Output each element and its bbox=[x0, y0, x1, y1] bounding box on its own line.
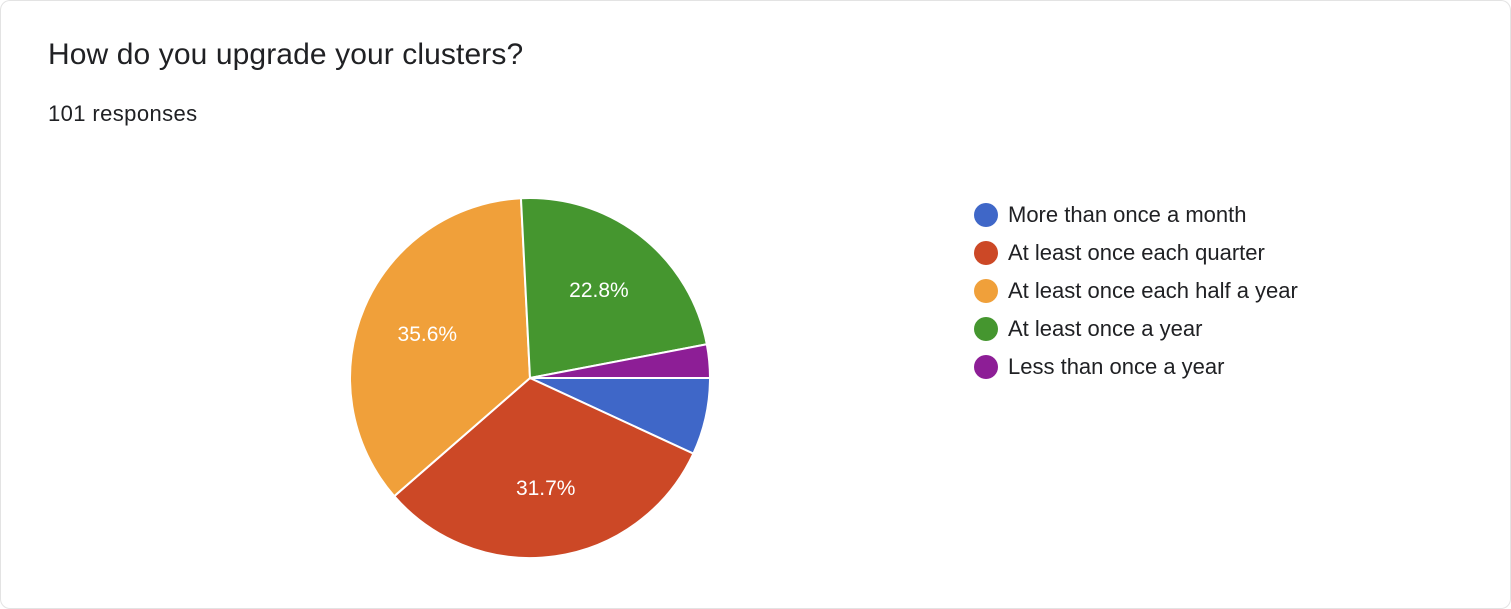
legend-swatch-icon bbox=[974, 317, 998, 341]
legend-label: More than once a month bbox=[1008, 202, 1247, 227]
chart-legend: More than once a month At least once each… bbox=[974, 196, 1298, 386]
legend-swatch-icon bbox=[974, 241, 998, 265]
legend-label: At least once each quarter bbox=[1008, 240, 1265, 265]
pie-chart: 31.7% 35.6% 22.8% bbox=[349, 197, 712, 559]
legend-item-2[interactable]: At least once each quarter bbox=[974, 234, 1298, 272]
legend-label: At least once each half a year bbox=[1008, 278, 1298, 303]
pie-data-label-2: 31.7% bbox=[516, 477, 576, 500]
legend-swatch-icon bbox=[974, 279, 998, 303]
pie-data-label-3: 35.6% bbox=[398, 323, 458, 346]
legend-item-3[interactable]: At least once each half a year bbox=[974, 272, 1298, 310]
legend-swatch-icon bbox=[974, 203, 998, 227]
legend-item-1[interactable]: More than once a month bbox=[974, 196, 1298, 234]
question-title: How do you upgrade your clusters? bbox=[48, 38, 524, 71]
legend-item-4[interactable]: At least once a year bbox=[974, 310, 1298, 348]
pie-data-labels: 31.7% 35.6% 22.8% bbox=[398, 279, 629, 500]
pie-data-label-4: 22.8% bbox=[569, 279, 629, 302]
pie-slice-2[interactable] bbox=[392, 376, 695, 559]
response-count: 101 responses bbox=[48, 101, 198, 126]
pie-slice-4[interactable] bbox=[519, 197, 708, 380]
legend-label: Less than once a year bbox=[1008, 354, 1225, 379]
legend-item-5[interactable]: Less than once a year bbox=[974, 348, 1298, 386]
pie-slice-3[interactable] bbox=[349, 197, 532, 498]
pie-slice-5[interactable] bbox=[529, 343, 712, 379]
legend-label: At least once a year bbox=[1008, 316, 1203, 341]
pie-slices bbox=[349, 197, 712, 559]
legend-swatch-icon bbox=[974, 355, 998, 379]
